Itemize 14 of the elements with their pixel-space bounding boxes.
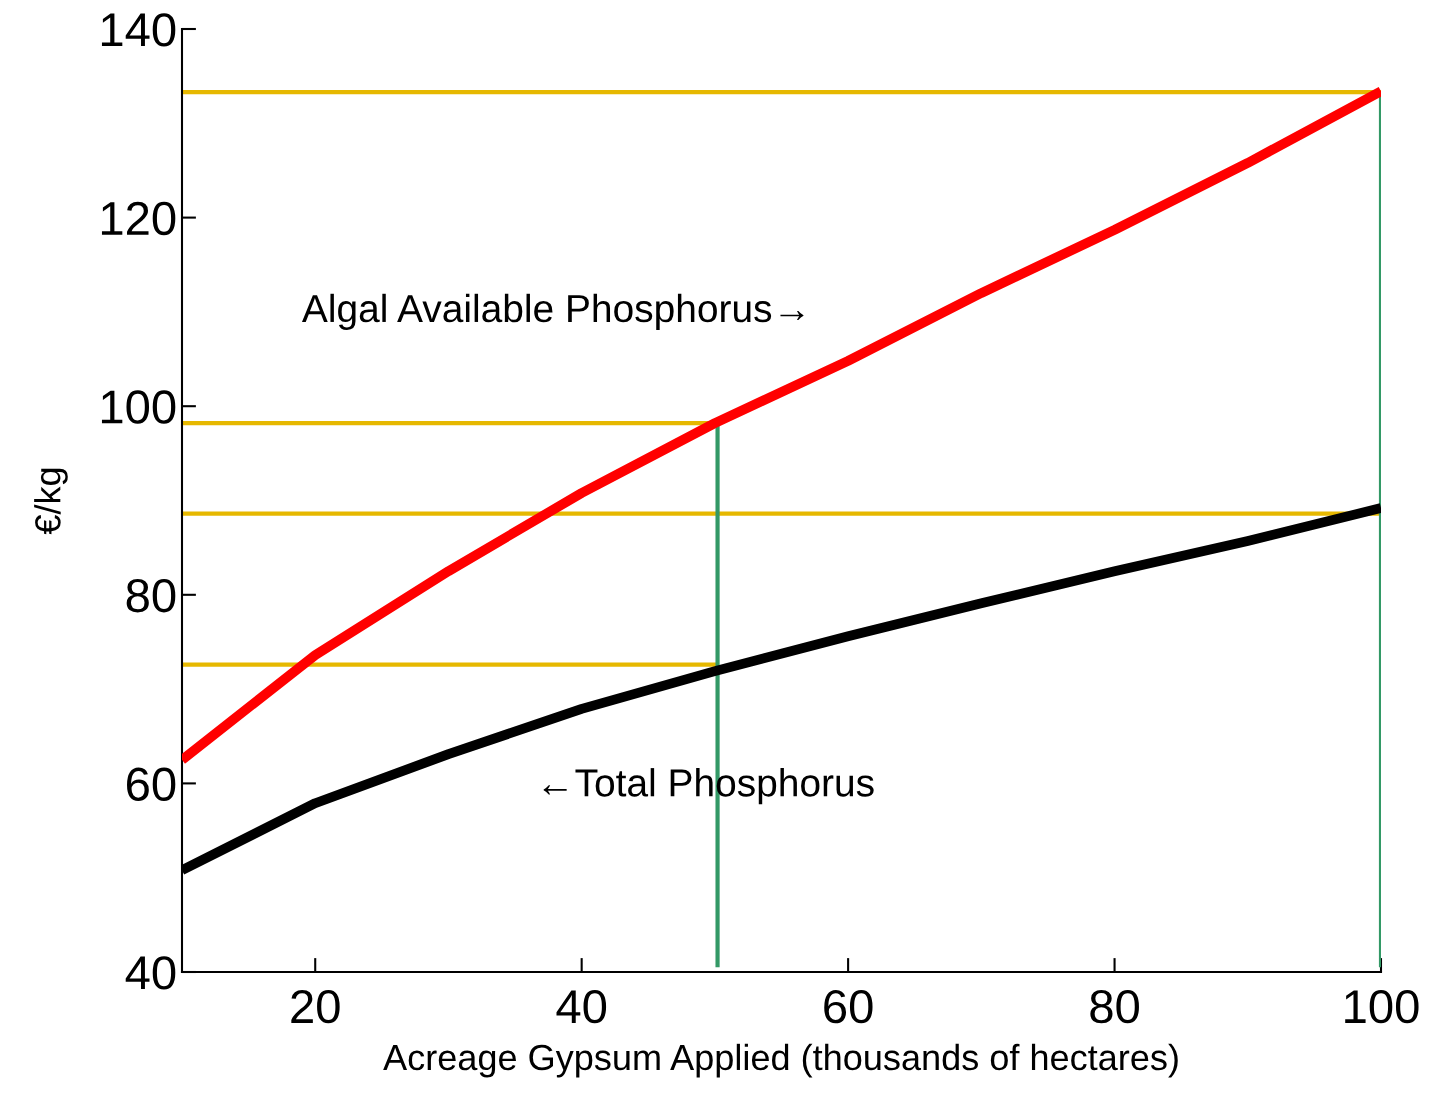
y-tick-label: 40	[125, 956, 176, 990]
y-tick-label: 100	[101, 390, 176, 424]
x-tick-label: 100	[1345, 989, 1419, 1024]
y-tick-label: 140	[101, 13, 176, 47]
y-tick-label: 60	[127, 767, 176, 801]
y-tick-label: 120	[101, 201, 176, 236]
x-tick-label: 40	[556, 989, 607, 1024]
x-axis-title: Acreage Gypsum Applied (thousands of hectares)	[383, 1043, 1178, 1078]
annotation: Algal Available Phosphorus→	[301, 293, 804, 331]
y-axis-title: €/kg	[34, 468, 68, 535]
x-tick-label: 20	[291, 989, 340, 1024]
y-tick-label: 80	[126, 578, 176, 613]
x-tick-label: 60	[824, 989, 873, 1024]
x-tick-label: 80	[1090, 989, 1139, 1024]
